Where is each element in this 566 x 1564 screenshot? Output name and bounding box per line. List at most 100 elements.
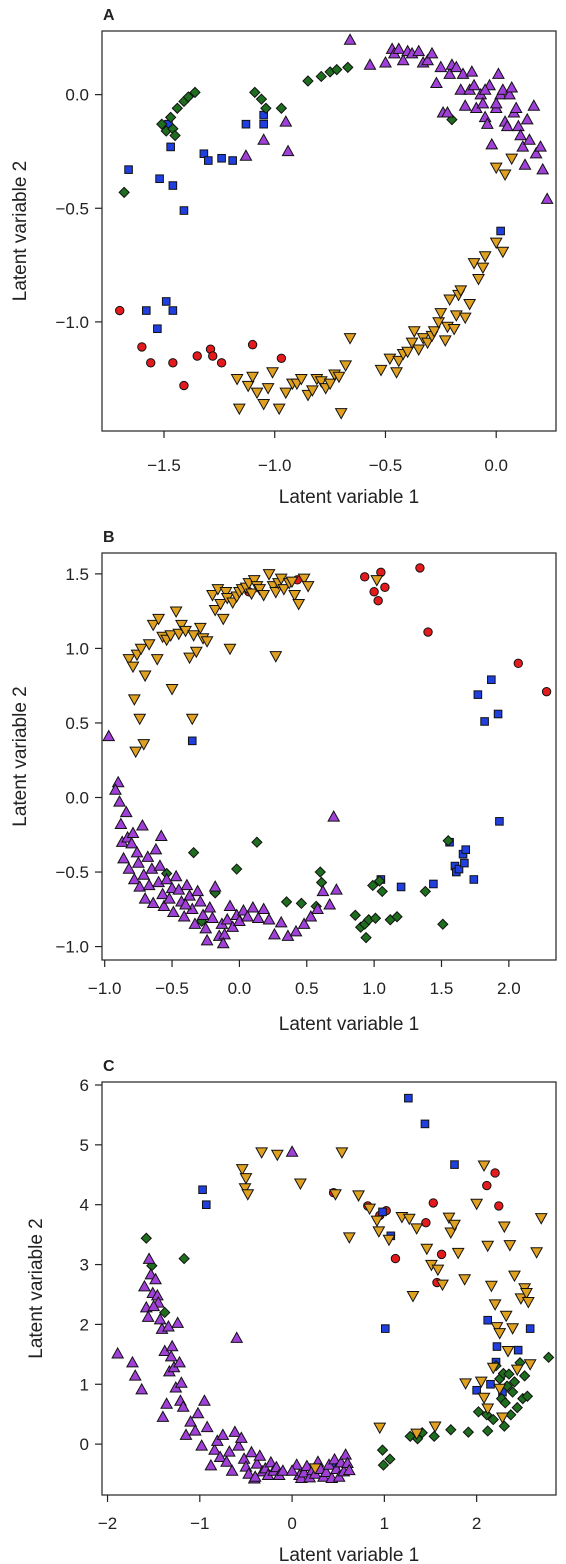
- square-point-blue: [166, 142, 175, 152]
- triangle-up-point-purple: [329, 883, 343, 895]
- triangle-down-point-orange: [412, 344, 426, 357]
- triangle-up-point-purple: [230, 1331, 244, 1343]
- triangle-down-point-orange: [297, 573, 311, 586]
- triangle-up-point-purple: [171, 1316, 185, 1328]
- triangle-down-point-orange: [127, 694, 141, 706]
- triangle-up-point-purple: [196, 908, 210, 920]
- triangle-down-point-orange: [436, 1279, 449, 1292]
- diamond-point-green: [251, 836, 263, 848]
- triangle-up-point-purple: [114, 817, 128, 830]
- triangle-up-point-purple: [458, 99, 472, 111]
- triangle-down-point-orange: [241, 380, 255, 393]
- triangle-down-point-orange: [421, 337, 435, 350]
- triangle-down-point-orange: [405, 337, 419, 350]
- triangle-up-point-purple: [289, 924, 303, 937]
- triangle-up-point-purple: [109, 783, 122, 795]
- points-c: [111, 1093, 555, 1484]
- triangle-down-point-orange: [407, 326, 421, 338]
- triangle-up-point-purple: [228, 1425, 242, 1437]
- triangle-up-point-purple: [522, 133, 536, 145]
- triangle-down-point-orange: [534, 1213, 548, 1225]
- triangle-down-point-orange: [269, 587, 283, 599]
- diamond-point-green: [377, 1459, 390, 1471]
- circle-point-red: [513, 658, 523, 669]
- square-point-blue: [487, 675, 496, 685]
- circle-point-red: [436, 1249, 447, 1260]
- triangle-down-point-orange: [323, 378, 337, 391]
- triangle-up-point-purple: [465, 65, 479, 77]
- circle-point-red: [137, 342, 147, 352]
- y-tick-label: −1.0: [55, 313, 89, 332]
- triangle-down-point-orange: [193, 622, 207, 635]
- triangle-up-point-purple: [135, 1382, 149, 1395]
- triangle-up-point-purple: [421, 53, 435, 66]
- circle-point-red: [168, 358, 178, 368]
- triangle-down-point-orange: [339, 360, 353, 372]
- triangle-up-point-purple: [126, 826, 140, 838]
- diamond-point-green: [384, 1453, 396, 1465]
- circle-point-red: [216, 358, 227, 368]
- triangle-down-point-orange: [454, 285, 468, 297]
- circle-point-red: [541, 686, 552, 697]
- triangle-down-point-orange: [247, 575, 261, 587]
- diamond-point-green: [518, 1370, 531, 1382]
- diamond-point-green: [360, 931, 372, 944]
- triangle-up-point-purple: [489, 96, 503, 109]
- square-point-blue: [396, 882, 406, 892]
- triangle-up-point-purple: [226, 920, 240, 932]
- triangle-down-point-orange: [301, 581, 315, 593]
- triangle-down-point-orange: [250, 387, 264, 400]
- triangle-down-point-orange: [501, 1346, 515, 1358]
- diamond-point-green: [376, 1444, 389, 1456]
- triangle-up-point-purple: [197, 1394, 211, 1406]
- circle-point-red: [373, 596, 383, 606]
- triangle-down-point-orange: [370, 575, 384, 587]
- circle-point-red: [276, 353, 287, 363]
- triangle-up-point-purple: [137, 868, 151, 880]
- triangle-up-point-purple: [478, 83, 492, 95]
- triangle-down-point-orange: [269, 651, 283, 663]
- triangle-down-point-orange: [238, 1183, 252, 1195]
- diamond-point-green: [118, 186, 130, 199]
- x-tick-label: 1.5: [430, 979, 454, 998]
- triangle-up-point-purple: [239, 149, 253, 161]
- y-tick-label: 0: [80, 1435, 89, 1454]
- triangle-up-point-purple: [179, 898, 192, 910]
- triangle-down-point-orange: [442, 1212, 456, 1225]
- triangle-down-point-orange: [463, 299, 477, 311]
- triangle-up-point-purple: [300, 1459, 314, 1471]
- triangle-up-point-purple: [449, 60, 463, 73]
- triangle-up-point-purple: [111, 775, 125, 788]
- triangle-up-point-purple: [392, 42, 406, 54]
- triangle-down-point-orange: [294, 374, 308, 386]
- triangle-down-point-orange: [459, 1378, 473, 1390]
- triangle-down-point-orange: [474, 1376, 488, 1389]
- circle-point-red: [490, 1168, 500, 1178]
- triangle-up-point-purple: [242, 1467, 256, 1479]
- square-point-blue: [461, 845, 471, 854]
- x-tick-label: 0.0: [228, 979, 252, 998]
- triangle-down-point-orange: [187, 630, 201, 642]
- triangle-down-point-orange: [183, 652, 197, 665]
- diamond-point-green: [367, 879, 379, 892]
- triangle-down-point-orange: [272, 403, 286, 416]
- square-point-blue: [228, 156, 237, 165]
- triangle-down-point-orange: [279, 387, 293, 400]
- triangle-up-point-purple: [200, 1420, 214, 1433]
- y-tick-label: 5: [80, 1136, 89, 1155]
- diamond-point-green: [472, 1406, 485, 1418]
- square-point-blue: [259, 119, 268, 129]
- triangle-down-point-orange: [219, 587, 233, 599]
- triangle-down-point-orange: [169, 606, 183, 618]
- triangle-up-point-purple: [480, 117, 494, 129]
- triangle-up-point-purple: [119, 805, 133, 818]
- square-point-blue: [153, 324, 162, 334]
- diamond-point-green: [506, 1386, 519, 1398]
- diamond-point-green: [481, 1409, 493, 1421]
- triangle-down-point-orange: [520, 1287, 533, 1300]
- square-point-blue: [513, 1345, 523, 1355]
- triangle-up-point-purple: [529, 146, 543, 159]
- square-point-blue: [496, 226, 505, 236]
- diamond-point-green: [169, 129, 181, 142]
- diamond-point-green: [391, 911, 403, 923]
